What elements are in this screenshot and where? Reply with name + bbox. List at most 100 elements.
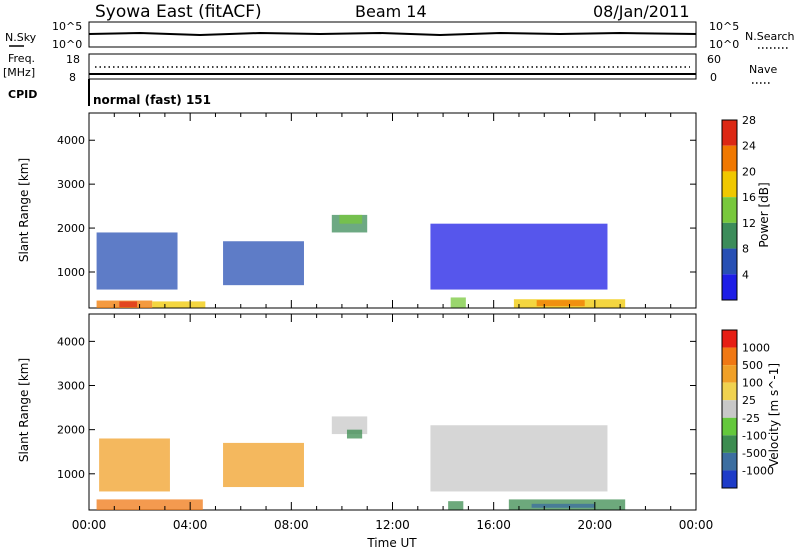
colorbar-frame <box>721 329 738 489</box>
x-tick-label: 08:00 <box>274 518 309 532</box>
colorbar-tick-label: 4 <box>742 268 749 281</box>
colorbar-tick-label: 24 <box>742 140 756 153</box>
power-colorbar: 4 8 12 16 20 24 28 <box>721 114 756 301</box>
velocity-panel: 1000 2000 3000 4000 00:00 04:00 08:00 12:00 16:… <box>17 313 781 550</box>
colorbar-tick-label: 28 <box>742 114 756 127</box>
nsky-trace <box>88 31 697 37</box>
velocity-y-axis-label: Slant Range [km] <box>17 358 31 462</box>
y-tick-label: 2000 <box>57 222 85 235</box>
date-label: 08/Jan/2011 <box>593 2 690 21</box>
colorbar-tick-label: 100 <box>742 377 763 390</box>
scatter-region <box>96 499 203 510</box>
nsearch-label: N.Search <box>745 30 795 43</box>
nsky-scale-top: 10^5 <box>52 20 82 33</box>
x-tick-label: 20:00 <box>578 518 613 532</box>
velocity-y-ticks: 1000 2000 3000 4000 <box>57 335 696 481</box>
y-tick-label: 1000 <box>57 468 85 481</box>
x-tick-label: 16:00 <box>476 518 511 532</box>
colorbar-swatch <box>722 171 737 198</box>
x-tick-label: 00:00 <box>72 518 107 532</box>
colorbar-tick-label: 20 <box>742 165 756 178</box>
beam-label: Beam 14 <box>355 2 427 21</box>
cpid-text: normal (fast) 151 <box>93 93 211 107</box>
nsky-label: N.Sky <box>5 31 37 44</box>
colorbar-swatch <box>722 417 737 436</box>
scatter-region <box>448 501 464 510</box>
nave-scale-top: 60 <box>707 53 721 66</box>
nsky-scale-bottom: 10^0 <box>52 38 82 51</box>
power-y-ticks: 1000 2000 3000 4000 <box>57 134 696 279</box>
scatter-region <box>339 214 363 224</box>
freq-frame <box>88 53 697 80</box>
y-tick-label: 3000 <box>57 380 85 393</box>
y-tick-label: 2000 <box>57 424 85 437</box>
x-tick-label: 12:00 <box>375 518 410 532</box>
scatter-region <box>119 301 138 308</box>
scatter-region <box>346 429 363 439</box>
colorbar-swatch <box>722 347 737 366</box>
colorbar-swatch <box>722 274 737 300</box>
colorbar-tick-label: -1000 <box>742 464 774 477</box>
x-tick-label: 00:00 <box>679 518 714 532</box>
cpid-label: CPID <box>8 88 37 101</box>
colorbar-swatch <box>722 197 737 223</box>
colorbar-tick-label: 1000 <box>742 342 770 355</box>
velocity-colorbar: 1000 500 100 25 -25 -100 -500 -1000 <box>721 329 774 489</box>
colorbar-swatch <box>722 400 737 418</box>
freq-scale-top: 18 <box>66 53 80 66</box>
x-tick-label: 04:00 <box>173 518 208 532</box>
colorbar-swatch <box>722 145 737 172</box>
y-tick-label: 1000 <box>57 266 85 279</box>
colorbar-swatch <box>722 330 737 348</box>
scatter-region <box>430 223 608 290</box>
y-tick-label: 3000 <box>57 178 85 191</box>
x-axis-label: Time UT <box>366 536 417 550</box>
colorbar-swatch <box>722 452 737 471</box>
scatter-region <box>96 232 178 290</box>
velocity-x-ticks: 00:00 04:00 08:00 12:00 16:00 20:00 00:00 <box>72 314 714 532</box>
scatter-region <box>531 503 595 508</box>
velocity-colorbar-label: Velocity [m s^-1] <box>767 363 781 467</box>
nsearch-scale-bottom: 10^0 <box>709 38 739 51</box>
scatter-region <box>450 297 466 308</box>
y-tick-label: 4000 <box>57 335 85 348</box>
colorbar-swatch <box>722 120 737 146</box>
scatter-region <box>430 425 608 492</box>
freq-unit: [MHz] <box>3 66 35 79</box>
colorbar-tick-label: 12 <box>742 217 756 230</box>
scatter-region <box>223 442 304 488</box>
scatter-region <box>152 301 206 308</box>
power-x-ticks <box>88 113 697 308</box>
freq-scale-bottom: 8 <box>69 71 76 84</box>
colorbar-tick-label: -100 <box>742 429 767 442</box>
colorbar-swatch <box>722 222 737 249</box>
nsearch-scale-top: 10^5 <box>709 20 739 33</box>
colorbar-tick-label: 500 <box>742 359 763 372</box>
colorbar-tick-label: 8 <box>742 243 749 256</box>
colorbar-swatch <box>722 248 737 275</box>
colorbar-swatch <box>722 365 737 383</box>
power-panel: 1000 2000 3000 4000 Slant Range [km] 4 8 12 16… <box>17 112 771 309</box>
colorbar-swatch <box>722 435 737 453</box>
colorbar-tick-label: -25 <box>742 412 760 425</box>
scatter-region <box>223 241 304 286</box>
scatter-region <box>99 438 170 492</box>
colorbar-swatch <box>722 382 737 401</box>
freq-panel: Freq. [MHz] 18 8 60 0 Nave CPID normal (… <box>3 52 777 107</box>
nave-label: Nave <box>749 63 777 76</box>
colorbar-tick-label: -500 <box>742 447 767 460</box>
scatter-region <box>536 300 585 307</box>
nave-scale-bottom: 0 <box>710 71 717 84</box>
nsky-panel: N.Sky 10^5 10^0 10^5 10^0 N.Search <box>5 20 795 51</box>
nsky-frame <box>88 21 697 48</box>
colorbar-tick-label: 25 <box>742 394 756 407</box>
power-y-axis-label: Slant Range [km] <box>17 158 31 262</box>
colorbar-swatch <box>722 470 737 488</box>
velocity-data-regions <box>96 416 626 510</box>
freq-label: Freq. <box>8 52 35 65</box>
power-colorbar-label: Power [dB] <box>757 182 771 247</box>
power-data-regions <box>96 214 626 308</box>
y-tick-label: 4000 <box>57 134 85 147</box>
colorbar-tick-label: 16 <box>742 191 756 204</box>
